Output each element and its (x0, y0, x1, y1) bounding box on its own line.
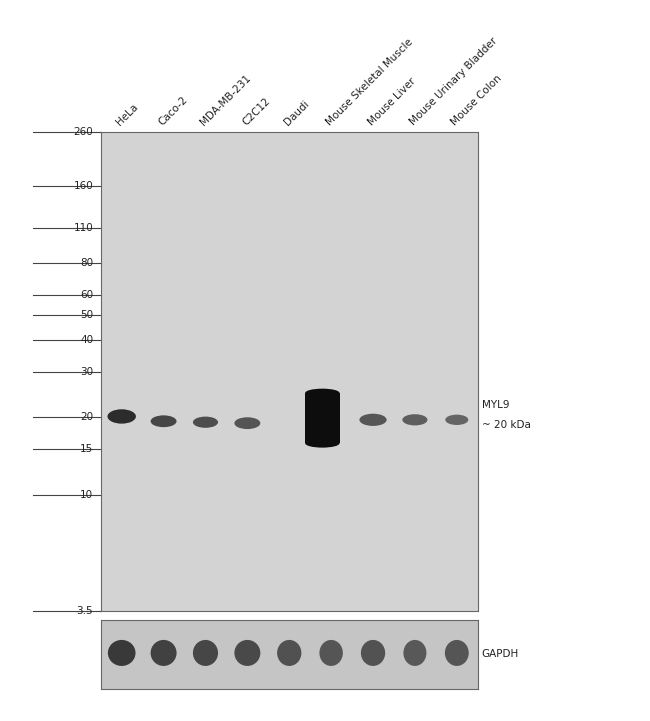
Bar (305, 393, 339, 443)
Ellipse shape (445, 640, 469, 666)
Text: Mouse Skeletal Muscle: Mouse Skeletal Muscle (324, 37, 415, 127)
Text: Mouse Colon: Mouse Colon (450, 73, 504, 127)
Text: Daudi: Daudi (282, 99, 311, 127)
Text: MDA-MB-231: MDA-MB-231 (198, 73, 253, 127)
Ellipse shape (235, 640, 261, 666)
Ellipse shape (402, 414, 428, 425)
Text: 15: 15 (80, 444, 93, 454)
Text: 30: 30 (80, 367, 93, 377)
Text: HeLa: HeLa (114, 102, 140, 127)
Ellipse shape (193, 417, 218, 428)
Ellipse shape (305, 389, 339, 397)
Ellipse shape (361, 640, 385, 666)
Ellipse shape (277, 640, 302, 666)
Ellipse shape (359, 414, 387, 426)
Ellipse shape (108, 640, 135, 666)
Text: Mouse Urinary Bladder: Mouse Urinary Bladder (408, 36, 499, 127)
Text: 110: 110 (73, 223, 93, 233)
Ellipse shape (193, 640, 218, 666)
Text: MYL9: MYL9 (482, 400, 509, 410)
Text: 80: 80 (80, 258, 93, 268)
Text: 260: 260 (73, 127, 93, 137)
Text: Mouse Liver: Mouse Liver (366, 76, 417, 127)
Text: GAPDH: GAPDH (482, 650, 519, 659)
Text: 10: 10 (80, 490, 93, 500)
Ellipse shape (319, 640, 343, 666)
Ellipse shape (151, 640, 177, 666)
Ellipse shape (107, 410, 136, 424)
Ellipse shape (305, 439, 339, 448)
Ellipse shape (404, 640, 426, 666)
Ellipse shape (151, 415, 177, 427)
Text: ~ 20 kDa: ~ 20 kDa (482, 420, 530, 430)
Text: C2C12: C2C12 (240, 96, 272, 127)
Text: 40: 40 (80, 335, 93, 345)
Text: 50: 50 (80, 311, 93, 320)
Text: 20: 20 (80, 412, 93, 423)
Ellipse shape (445, 415, 468, 425)
Ellipse shape (235, 417, 261, 429)
Text: 160: 160 (73, 181, 93, 191)
Text: Caco-2: Caco-2 (157, 94, 189, 127)
Text: 60: 60 (80, 290, 93, 300)
Text: 3.5: 3.5 (77, 606, 93, 616)
